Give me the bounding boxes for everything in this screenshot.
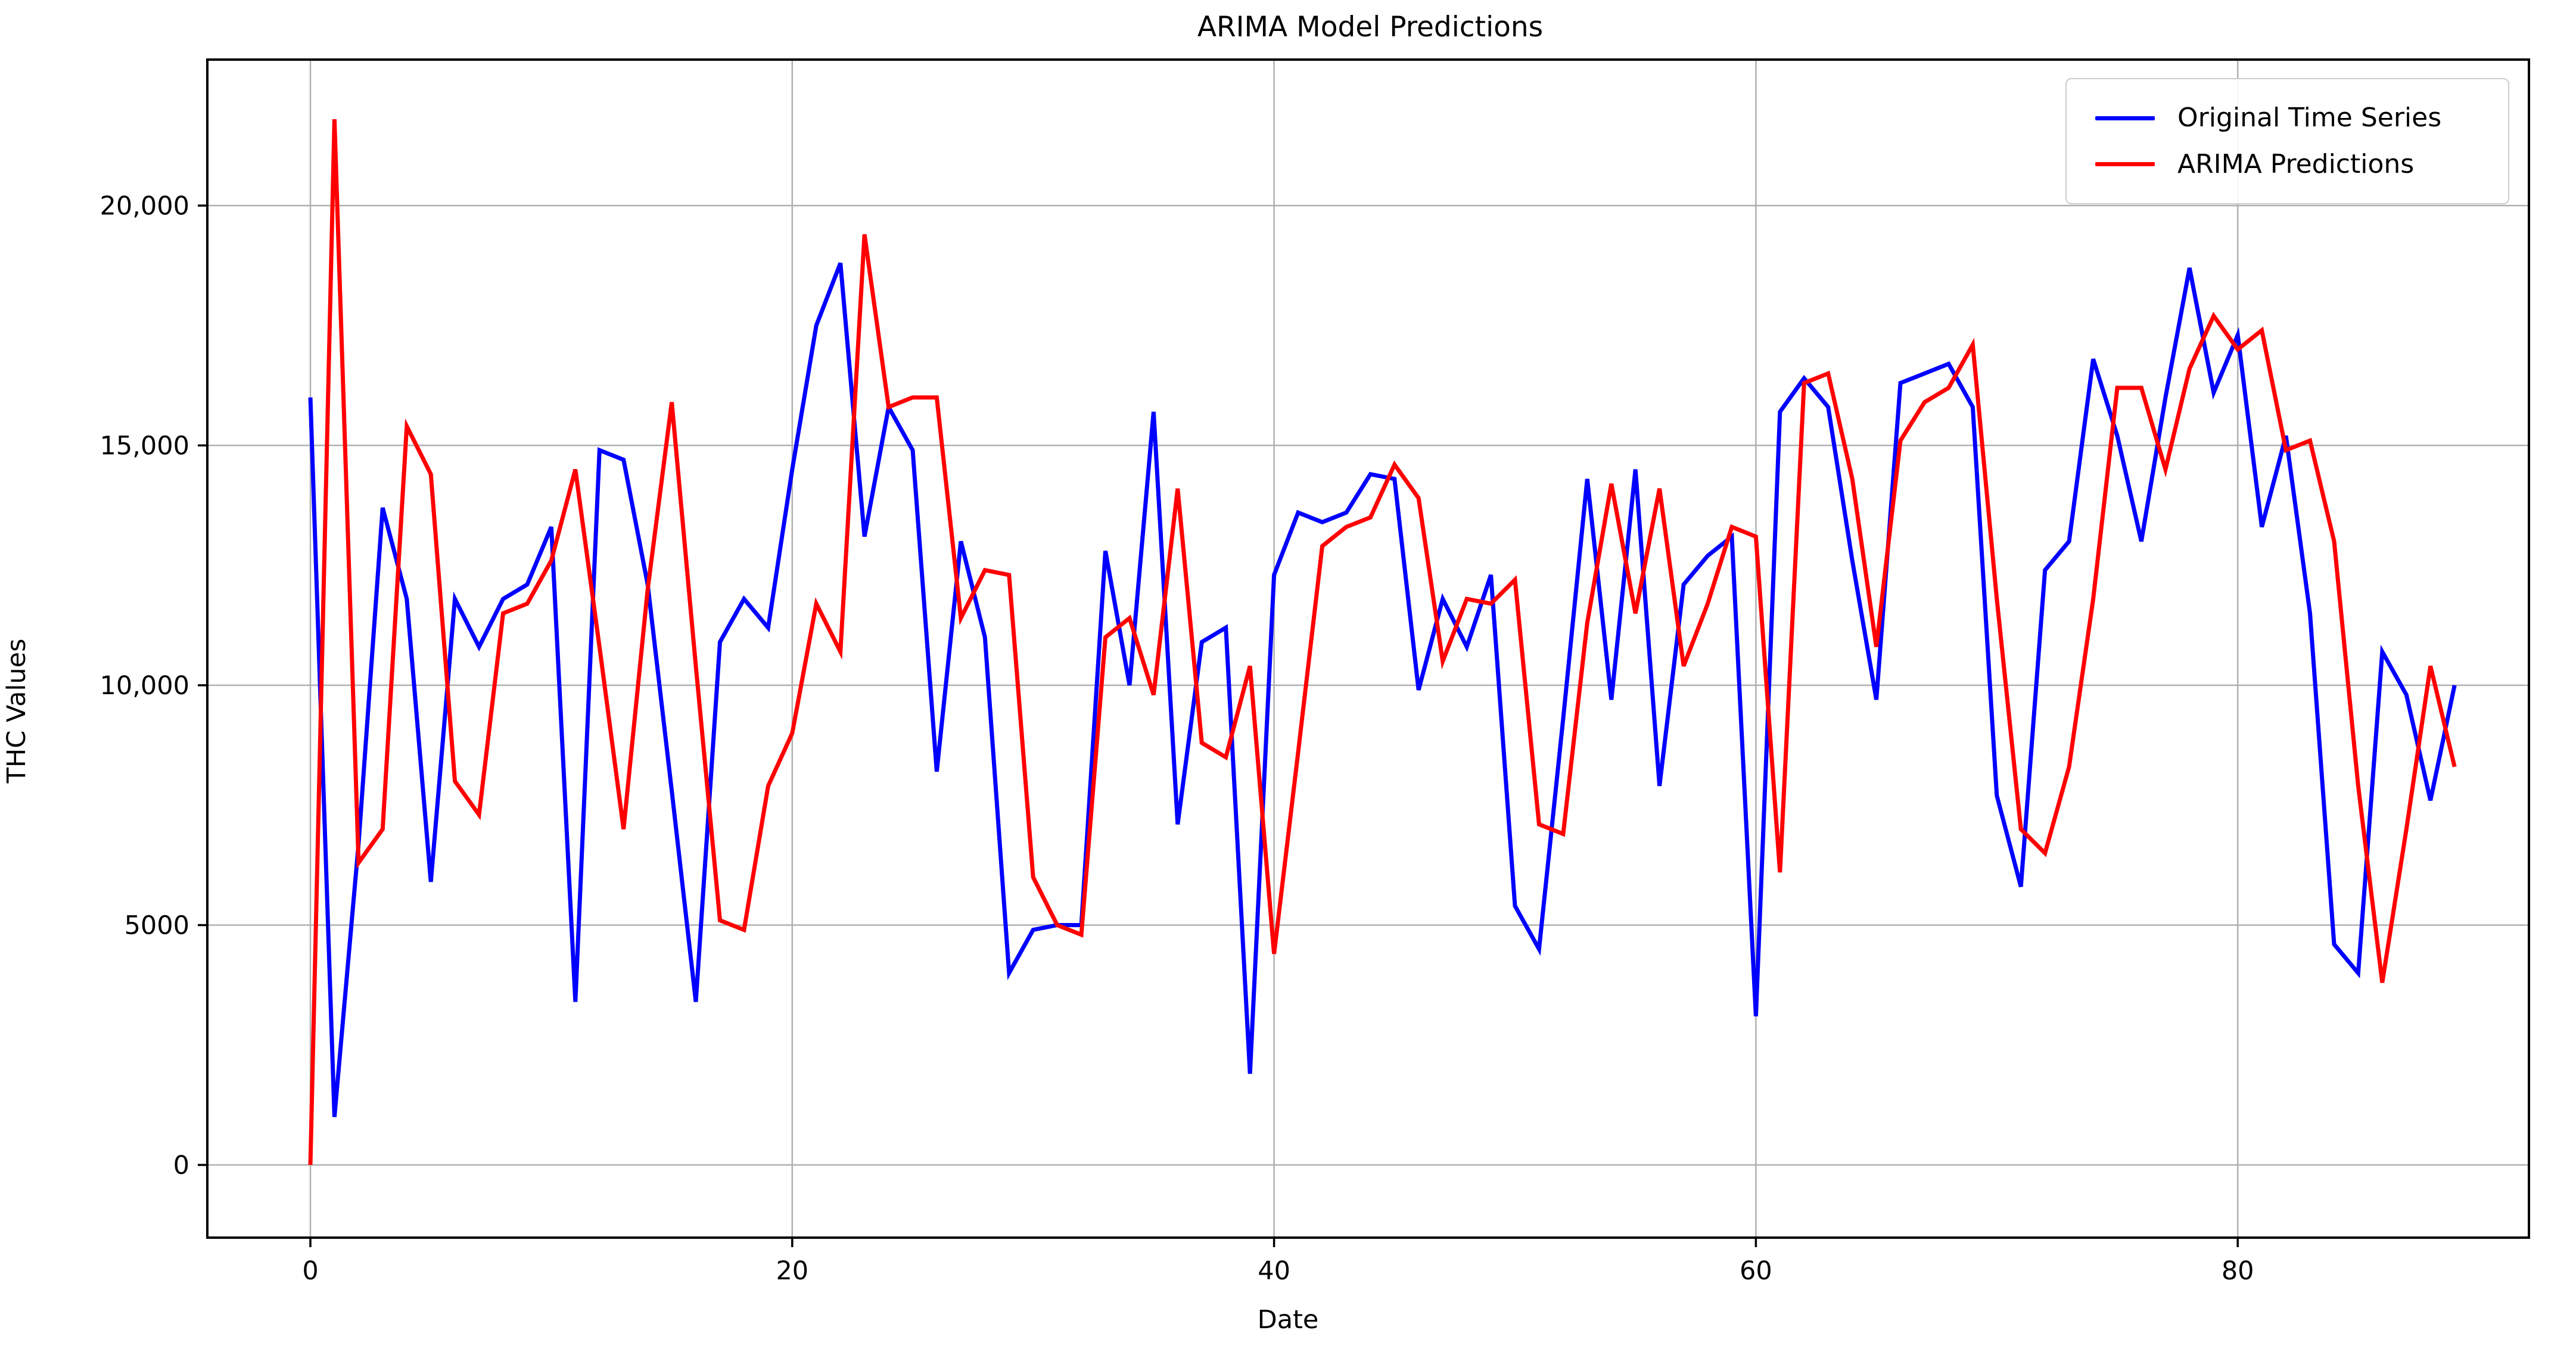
legend-item-arima: ARIMA Predictions <box>2067 151 2508 178</box>
x-tick-label: 80 <box>2222 1256 2254 1286</box>
arima-predictions-line <box>308 119 2457 1166</box>
y-tick-label: 0 <box>173 1151 189 1180</box>
axes-frame <box>206 58 2530 1239</box>
original-series-swatch <box>2095 116 2155 120</box>
x-tick-label: 60 <box>1740 1256 1772 1286</box>
legend-label-original: Original Time Series <box>2177 102 2442 133</box>
y-tick-label: 20,000 <box>100 191 189 221</box>
x-tick-label: 20 <box>776 1256 808 1286</box>
chart-title: ARIMA Model Predictions <box>1197 11 1544 43</box>
legend-label-arima: ARIMA Predictions <box>2177 148 2415 179</box>
arima-series-swatch <box>2095 162 2155 167</box>
x-axis-label: Date <box>1257 1305 1319 1335</box>
original-time-series-line <box>308 262 2457 1117</box>
y-tick-label: 5000 <box>125 911 189 941</box>
y-tick-label: 10,000 <box>100 671 189 701</box>
plot-background <box>207 60 2529 1238</box>
legend-item-original: Original Time Series <box>2067 105 2508 131</box>
y-tick-label: 15,000 <box>100 431 189 461</box>
y-axis-label: THC Values <box>2 638 32 784</box>
x-tick-label: 0 <box>302 1256 318 1286</box>
x-tick-label: 40 <box>1258 1256 1290 1286</box>
legend: Original Time Series ARIMA Predictions <box>2065 78 2509 204</box>
